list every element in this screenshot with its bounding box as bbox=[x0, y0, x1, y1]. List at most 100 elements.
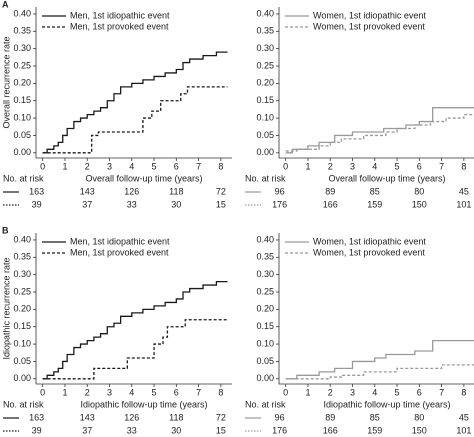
at-risk-value: 143 bbox=[80, 412, 95, 422]
y-tick-label: 0.30 bbox=[13, 43, 31, 53]
y-tick-label: 0.30 bbox=[256, 269, 274, 279]
y-tick-label: 0.20 bbox=[13, 78, 31, 88]
x-tick-label: 6 bbox=[174, 387, 179, 397]
x-tick-label: 5 bbox=[395, 161, 400, 171]
step-line bbox=[285, 339, 474, 380]
y-axis-label: Idiopathic recurrence rate bbox=[1, 257, 11, 359]
y-tick-label: 0.30 bbox=[13, 269, 31, 279]
x-tick-label: 6 bbox=[417, 387, 422, 397]
at-risk-value: 89 bbox=[325, 186, 335, 196]
x-tick-label: 0 bbox=[40, 387, 45, 397]
at-risk-value: 150 bbox=[412, 425, 427, 435]
at-risk-value: 45 bbox=[459, 186, 469, 196]
y-tick-label: 0.30 bbox=[256, 43, 274, 53]
at-risk-value: 159 bbox=[367, 425, 382, 435]
at-risk-label: No. at risk bbox=[245, 399, 286, 409]
panel-label: B bbox=[2, 225, 9, 235]
x-axis-label: Overall follow-up time (years) bbox=[85, 173, 202, 183]
y-tick-label: 0.25 bbox=[13, 60, 31, 70]
axis-line bbox=[278, 7, 474, 159]
at-risk-value: 30 bbox=[171, 425, 181, 435]
at-risk-value: 85 bbox=[370, 412, 380, 422]
at-risk-value: 163 bbox=[29, 412, 44, 422]
x-tick-label: 1 bbox=[305, 387, 310, 397]
x-tick-label: 1 bbox=[62, 387, 67, 397]
y-tick-label: 0.40 bbox=[256, 8, 274, 18]
y-tick-label: 0.10 bbox=[13, 112, 31, 122]
x-tick-label: 7 bbox=[196, 387, 201, 397]
at-risk-value: 30 bbox=[171, 199, 181, 209]
legend-label: Men, 1st provoked event bbox=[70, 247, 169, 257]
x-tick-label: 8 bbox=[461, 161, 466, 171]
axis-line bbox=[35, 233, 232, 385]
x-tick-label: 8 bbox=[218, 387, 223, 397]
at-risk-value: 176 bbox=[272, 425, 287, 435]
at-risk-value: 85 bbox=[370, 186, 380, 196]
x-tick-label: 0 bbox=[283, 387, 288, 397]
at-risk-value: 143 bbox=[80, 186, 95, 196]
at-risk-value: 101 bbox=[456, 199, 471, 209]
at-risk-value: 72 bbox=[216, 412, 226, 422]
legend-label: Women, 1st provoked event bbox=[313, 21, 425, 31]
y-axis-label: Overall recurrence rate bbox=[1, 36, 11, 128]
y-tick-label: 0.25 bbox=[13, 286, 31, 296]
at-risk-value: 96 bbox=[275, 412, 285, 422]
axis-line bbox=[35, 7, 232, 159]
at-risk-value: 80 bbox=[414, 186, 424, 196]
x-tick-label: 2 bbox=[85, 387, 90, 397]
at-risk-value: 126 bbox=[124, 186, 139, 196]
x-axis-label: Idiopathic follow-up time (years) bbox=[323, 399, 450, 409]
at-risk-label: No. at risk bbox=[3, 399, 44, 409]
x-tick-label: 8 bbox=[218, 161, 223, 171]
x-tick-label: 4 bbox=[372, 387, 377, 397]
y-tick-label: 0.20 bbox=[256, 304, 274, 314]
x-tick-label: 3 bbox=[350, 387, 355, 397]
at-risk-value: 37 bbox=[82, 425, 92, 435]
at-risk-value: 37 bbox=[82, 199, 92, 209]
y-tick-label: 0.15 bbox=[256, 321, 274, 331]
x-tick-label: 8 bbox=[461, 387, 466, 397]
at-risk-value: 166 bbox=[323, 199, 338, 209]
y-tick-label: 0.40 bbox=[13, 234, 31, 244]
x-tick-label: 6 bbox=[417, 161, 422, 171]
step-line bbox=[42, 319, 228, 380]
x-tick-label: 5 bbox=[152, 387, 157, 397]
axis-line bbox=[278, 233, 474, 385]
x-tick-label: 2 bbox=[328, 387, 333, 397]
x-tick-label: 0 bbox=[40, 161, 45, 171]
x-tick-label: 5 bbox=[395, 387, 400, 397]
y-tick-label: 0.00 bbox=[256, 373, 274, 383]
y-tick-label: 0.15 bbox=[13, 95, 31, 105]
at-risk-value: 118 bbox=[169, 186, 183, 196]
x-tick-label: 4 bbox=[129, 387, 134, 397]
legend-label: Men, 1st idiopathic event bbox=[70, 236, 170, 246]
y-tick-label: 0.00 bbox=[13, 373, 31, 383]
x-tick-label: 2 bbox=[85, 161, 90, 171]
panel-label: A bbox=[2, 0, 9, 9]
at-risk-value: 45 bbox=[459, 412, 469, 422]
at-risk-value: 39 bbox=[32, 425, 42, 435]
at-risk-value: 80 bbox=[414, 412, 424, 422]
at-risk-value: 101 bbox=[456, 425, 471, 435]
at-risk-value: 72 bbox=[216, 186, 226, 196]
y-tick-label: 0.05 bbox=[256, 130, 274, 140]
at-risk-label: No. at risk bbox=[3, 173, 44, 183]
at-risk-value: 89 bbox=[325, 412, 335, 422]
at-risk-value: 126 bbox=[124, 412, 139, 422]
x-tick-label: 7 bbox=[439, 161, 444, 171]
at-risk-value: 96 bbox=[275, 186, 285, 196]
at-risk-value: 33 bbox=[127, 425, 137, 435]
y-tick-label: 0.10 bbox=[256, 338, 274, 348]
legend-label: Women, 1st idiopathic event bbox=[313, 10, 426, 20]
y-tick-label: 0.20 bbox=[13, 304, 31, 314]
x-tick-label: 6 bbox=[174, 161, 179, 171]
step-line bbox=[285, 364, 474, 380]
legend-label: Men, 1st provoked event bbox=[70, 21, 169, 31]
step-line bbox=[42, 86, 228, 154]
y-tick-label: 0.05 bbox=[13, 130, 31, 140]
at-risk-value: 163 bbox=[29, 186, 44, 196]
y-tick-label: 0.15 bbox=[256, 95, 274, 105]
x-tick-label: 1 bbox=[305, 161, 310, 171]
y-tick-label: 0.25 bbox=[256, 286, 274, 296]
